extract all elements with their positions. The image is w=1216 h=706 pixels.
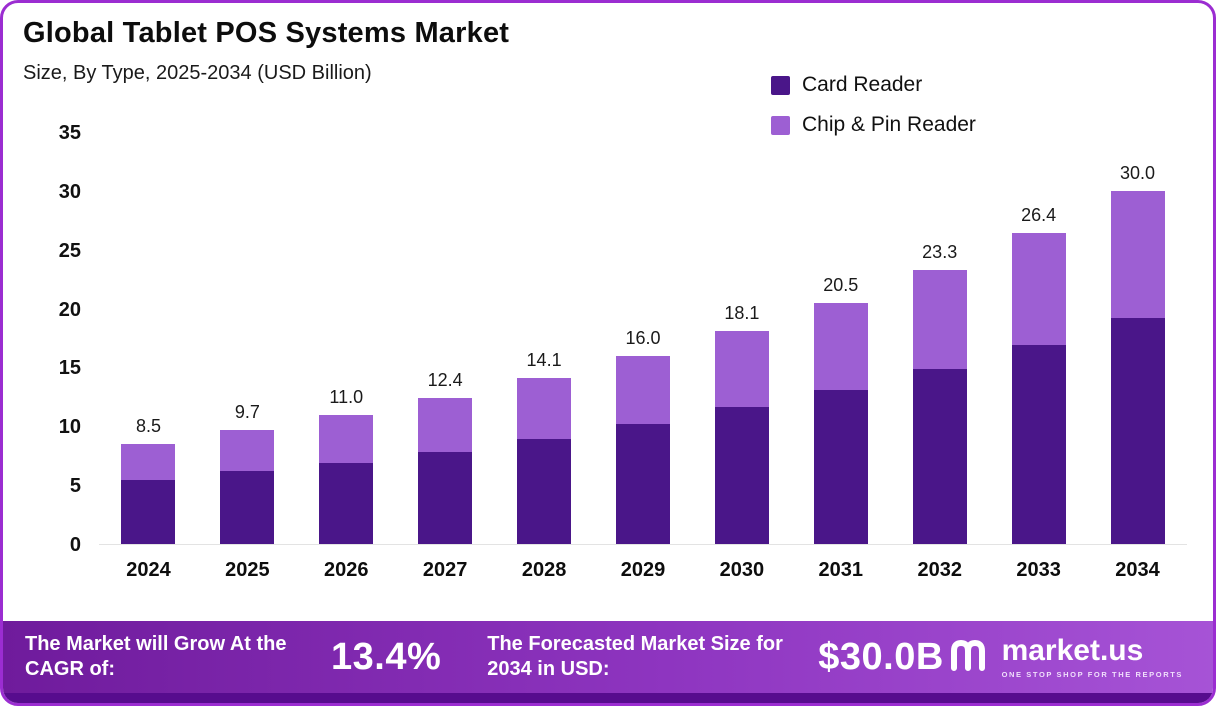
bar-segment-card-reader [220, 471, 275, 544]
cagr-label: The Market will Grow At the CAGR of: [25, 633, 287, 680]
bar-total-label: 12.4 [427, 370, 463, 391]
bar-group-2034: 30.0 [1088, 133, 1187, 544]
forecast-label: The Forecasted Market Size for 2034 in U… [487, 633, 783, 680]
x-axis-label: 2032 [917, 559, 962, 581]
legend-swatch-icon [771, 115, 790, 135]
bar-segment-chip-pin-reader [813, 302, 868, 390]
brand-logo: market.us ONE STOP SHOP FOR THE REPORTS [946, 633, 1191, 679]
y-tick-label: 20 [58, 298, 81, 321]
x-axis-label: 2033 [1016, 559, 1061, 581]
x-axis-label: 2025 [225, 559, 270, 581]
x-axis-label: 2030 [719, 559, 765, 581]
bar-group-2028: 14.1 [495, 133, 594, 544]
y-tick-label: 0 [69, 534, 81, 556]
x-axis-label: 2027 [422, 559, 468, 581]
bar-segment-card-reader [1110, 318, 1165, 544]
bar-group-2029: 16.0 [594, 133, 693, 544]
bar-group-2033: 26.4 [989, 133, 1088, 544]
chart-legend: Card Reader Chip & Pin Reader [771, 73, 976, 137]
bar-segment-card-reader [121, 480, 176, 544]
bar-group-2027: 12.4 [396, 133, 495, 544]
bar-group-2026: 11.0 [297, 133, 396, 544]
x-axis: 2024 2025 2026 2027 2028 2029 2030 2031 2032 2033… [99, 559, 1187, 582]
footer-banner: The Market will Grow At the CAGR of: 13.… [3, 621, 1213, 703]
plot-area: 8.5 9.7 11.0 12.4 14.1 16.0 18.1 20.5 23.3 26.4 30… [99, 133, 1187, 545]
y-tick-label: 35 [58, 122, 81, 144]
y-tick-label: 15 [58, 357, 81, 380]
bar-segment-chip-pin-reader [1011, 233, 1066, 346]
y-tick-label: 25 [58, 239, 81, 262]
bar-group-2024: 8.5 [99, 133, 198, 544]
legend-label: Chip & Pin Reader [802, 113, 976, 136]
bar-total-label: 8.5 [135, 415, 161, 436]
bar-group-2031: 20.5 [791, 133, 890, 544]
bar-segment-chip-pin-reader [418, 398, 473, 453]
cagr-value: 13.4% [331, 635, 442, 678]
bar-group-2032: 23.3 [890, 133, 989, 544]
y-tick-label: 30 [58, 180, 81, 203]
legend-item-0: Card Reader [771, 73, 976, 97]
bar-segment-card-reader [615, 423, 670, 544]
legend-swatch-icon [771, 75, 790, 95]
brand-text: market.us ONE STOP SHOP FOR THE REPORTS [1001, 633, 1183, 679]
bar-segment-chip-pin-reader [517, 378, 572, 440]
bar-segment-chip-pin-reader [220, 429, 275, 472]
x-axis-label: 2029 [620, 559, 666, 581]
footer-bottom-strip [3, 693, 1213, 703]
bar-segment-chip-pin-reader [319, 414, 374, 463]
brand-name: market.us [1001, 633, 1144, 667]
bar-segment-chip-pin-reader [1110, 190, 1165, 318]
brand-tagline: ONE STOP SHOP FOR THE REPORTS [1001, 669, 1183, 679]
bar-segment-card-reader [813, 389, 868, 544]
bar-segment-chip-pin-reader [121, 443, 176, 481]
marketus-logo-icon [946, 636, 992, 679]
x-axis-label: 2024 [126, 559, 171, 581]
footer-band: The Market will Grow At the CAGR of: 13.… [3, 621, 1213, 693]
x-axis-label: 2026 [324, 559, 369, 581]
chart-header: Global Tablet POS Systems Market Size, B… [23, 17, 509, 85]
bar-total-label: 14.1 [526, 350, 562, 371]
bar-total-label: 30.0 [1119, 162, 1156, 183]
bar-total-label: 11.0 [329, 386, 364, 407]
bar-total-label: 20.5 [823, 274, 859, 295]
bars: 8.5 9.7 11.0 12.4 14.1 16.0 18.1 20.5 23.3 26.4 30… [99, 133, 1187, 544]
legend-item-1: Chip & Pin Reader [771, 113, 976, 137]
forecast-value: $30.0B [818, 635, 944, 678]
bar-total-label: 26.4 [1021, 205, 1057, 226]
legend-label: Card Reader [802, 73, 923, 96]
bar-total-label: 16.0 [625, 327, 661, 348]
y-axis: 0 5 10 15 20 25 30 35 [19, 122, 81, 556]
bar-segment-card-reader [319, 462, 374, 544]
chart-subtitle: Size, By Type, 2025-2034 (USD Billion) [23, 62, 372, 84]
bar-group-2025: 9.7 [198, 133, 297, 544]
bar-segment-card-reader [517, 439, 572, 544]
bar-segment-card-reader [1011, 345, 1066, 544]
bar-total-label: 18.1 [724, 302, 760, 323]
y-tick-label: 5 [69, 475, 81, 498]
bar-segment-card-reader [418, 452, 473, 544]
x-axis-label: 2031 [818, 559, 864, 581]
bar-total-label: 9.7 [234, 401, 260, 422]
bar-total-label: 23.3 [922, 241, 958, 262]
bar-segment-chip-pin-reader [714, 330, 769, 408]
bar-segment-card-reader [912, 368, 967, 544]
bar-segment-card-reader [714, 407, 769, 544]
page-title: Global Tablet POS Systems Market [23, 17, 510, 49]
bar-segment-chip-pin-reader [615, 355, 670, 424]
bar-group-2030: 18.1 [692, 133, 791, 544]
x-axis-label: 2028 [521, 559, 567, 581]
bar-segment-chip-pin-reader [912, 269, 967, 369]
y-tick-label: 10 [58, 416, 81, 439]
x-axis-label: 2034 [1115, 559, 1160, 581]
